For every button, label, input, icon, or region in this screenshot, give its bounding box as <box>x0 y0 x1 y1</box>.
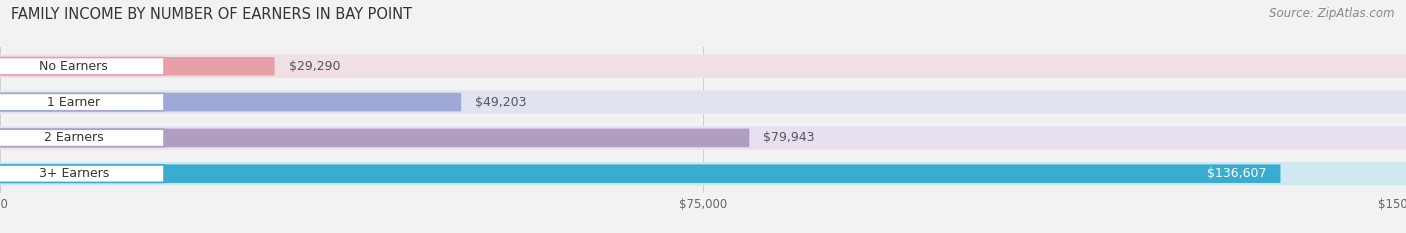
FancyBboxPatch shape <box>0 57 274 75</box>
FancyBboxPatch shape <box>0 165 165 182</box>
FancyBboxPatch shape <box>0 162 1406 185</box>
Text: $49,203: $49,203 <box>475 96 527 109</box>
FancyBboxPatch shape <box>0 55 1406 78</box>
FancyBboxPatch shape <box>0 129 749 147</box>
Text: $29,290: $29,290 <box>288 60 340 73</box>
Text: 1 Earner: 1 Earner <box>48 96 100 109</box>
Text: $79,943: $79,943 <box>763 131 815 144</box>
FancyBboxPatch shape <box>0 93 461 111</box>
FancyBboxPatch shape <box>0 93 165 111</box>
FancyBboxPatch shape <box>0 164 1281 183</box>
FancyBboxPatch shape <box>0 129 165 147</box>
Text: No Earners: No Earners <box>39 60 108 73</box>
FancyBboxPatch shape <box>0 90 1406 114</box>
Text: 2 Earners: 2 Earners <box>44 131 104 144</box>
Text: Source: ZipAtlas.com: Source: ZipAtlas.com <box>1270 7 1395 20</box>
FancyBboxPatch shape <box>0 58 165 75</box>
Text: $136,607: $136,607 <box>1206 167 1267 180</box>
FancyBboxPatch shape <box>0 126 1406 150</box>
Text: 3+ Earners: 3+ Earners <box>39 167 108 180</box>
Text: FAMILY INCOME BY NUMBER OF EARNERS IN BAY POINT: FAMILY INCOME BY NUMBER OF EARNERS IN BA… <box>11 7 412 22</box>
